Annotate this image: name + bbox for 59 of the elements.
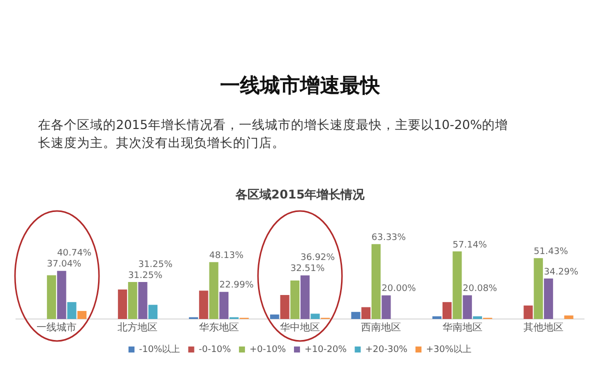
data-label: 37.04% [46, 260, 82, 270]
data-label: 36.92% [300, 253, 336, 264]
data-label: 20.08% [462, 284, 498, 294]
bar [534, 258, 543, 319]
bar [77, 310, 86, 319]
bar [442, 302, 452, 319]
data-label: 32.51% [290, 264, 326, 274]
x-tick-label: 一线城市 [36, 322, 77, 334]
text: 一线城市增速最快 [219, 72, 381, 99]
bar [452, 251, 462, 319]
bar [361, 307, 370, 319]
bar [382, 295, 391, 319]
data-label: 51.43% [534, 247, 569, 258]
legend-label: +20-30% [365, 344, 408, 355]
bar [310, 314, 320, 319]
bar [118, 289, 128, 319]
bar [57, 270, 66, 319]
bar [209, 262, 218, 319]
data-label: 34.29% [544, 267, 579, 278]
data-label: 57.14% [452, 240, 488, 250]
bar [138, 282, 148, 319]
bar [462, 295, 472, 319]
x-tick-label: 华东地区 [198, 322, 239, 334]
bar [472, 316, 482, 319]
bar [280, 294, 290, 319]
data-label: 48.13% [209, 250, 244, 261]
bar [67, 302, 76, 319]
legend-label: -0-10% [198, 344, 232, 355]
data-label: 31.25% [138, 260, 173, 270]
bar [372, 244, 381, 319]
bar [351, 312, 360, 319]
text: 在各个区域的2015年增长情况看，一线城市的增长速度最快，主要以10-20%的增长速度为主。其次没有出现负增长的门店。 [38, 116, 510, 152]
bar [300, 275, 310, 319]
bar [544, 278, 554, 319]
x-tick-label: 西南地区 [361, 322, 402, 334]
bar [148, 304, 158, 319]
x-tick-label: 华中地区 [280, 322, 320, 334]
bar [46, 275, 56, 319]
chart-title: 各区域2015年增长情况 [234, 187, 366, 202]
legend-label: +30%以上 [426, 344, 472, 355]
data-label: 31.25% [128, 270, 163, 281]
data-label: 22.99% [219, 280, 254, 291]
legend-label: +10-20% [304, 344, 348, 355]
bar [564, 315, 574, 319]
bar [290, 280, 300, 319]
x-tick-label: 华南地区 [442, 322, 482, 334]
data-label: 20.00% [382, 284, 416, 294]
bar [219, 292, 228, 319]
bar [524, 306, 533, 319]
x-tick-label: 北方地区 [118, 322, 158, 334]
x-tick-label: 其他地区 [523, 322, 564, 334]
bar [432, 316, 442, 319]
data-label: 40.74% [57, 248, 92, 259]
legend-label: +0-10% [249, 344, 286, 355]
data-label: 63.33% [372, 232, 406, 243]
bar [270, 314, 280, 319]
bar [199, 290, 208, 319]
legend-label: -10%以上 [138, 344, 180, 355]
bar [128, 282, 138, 319]
